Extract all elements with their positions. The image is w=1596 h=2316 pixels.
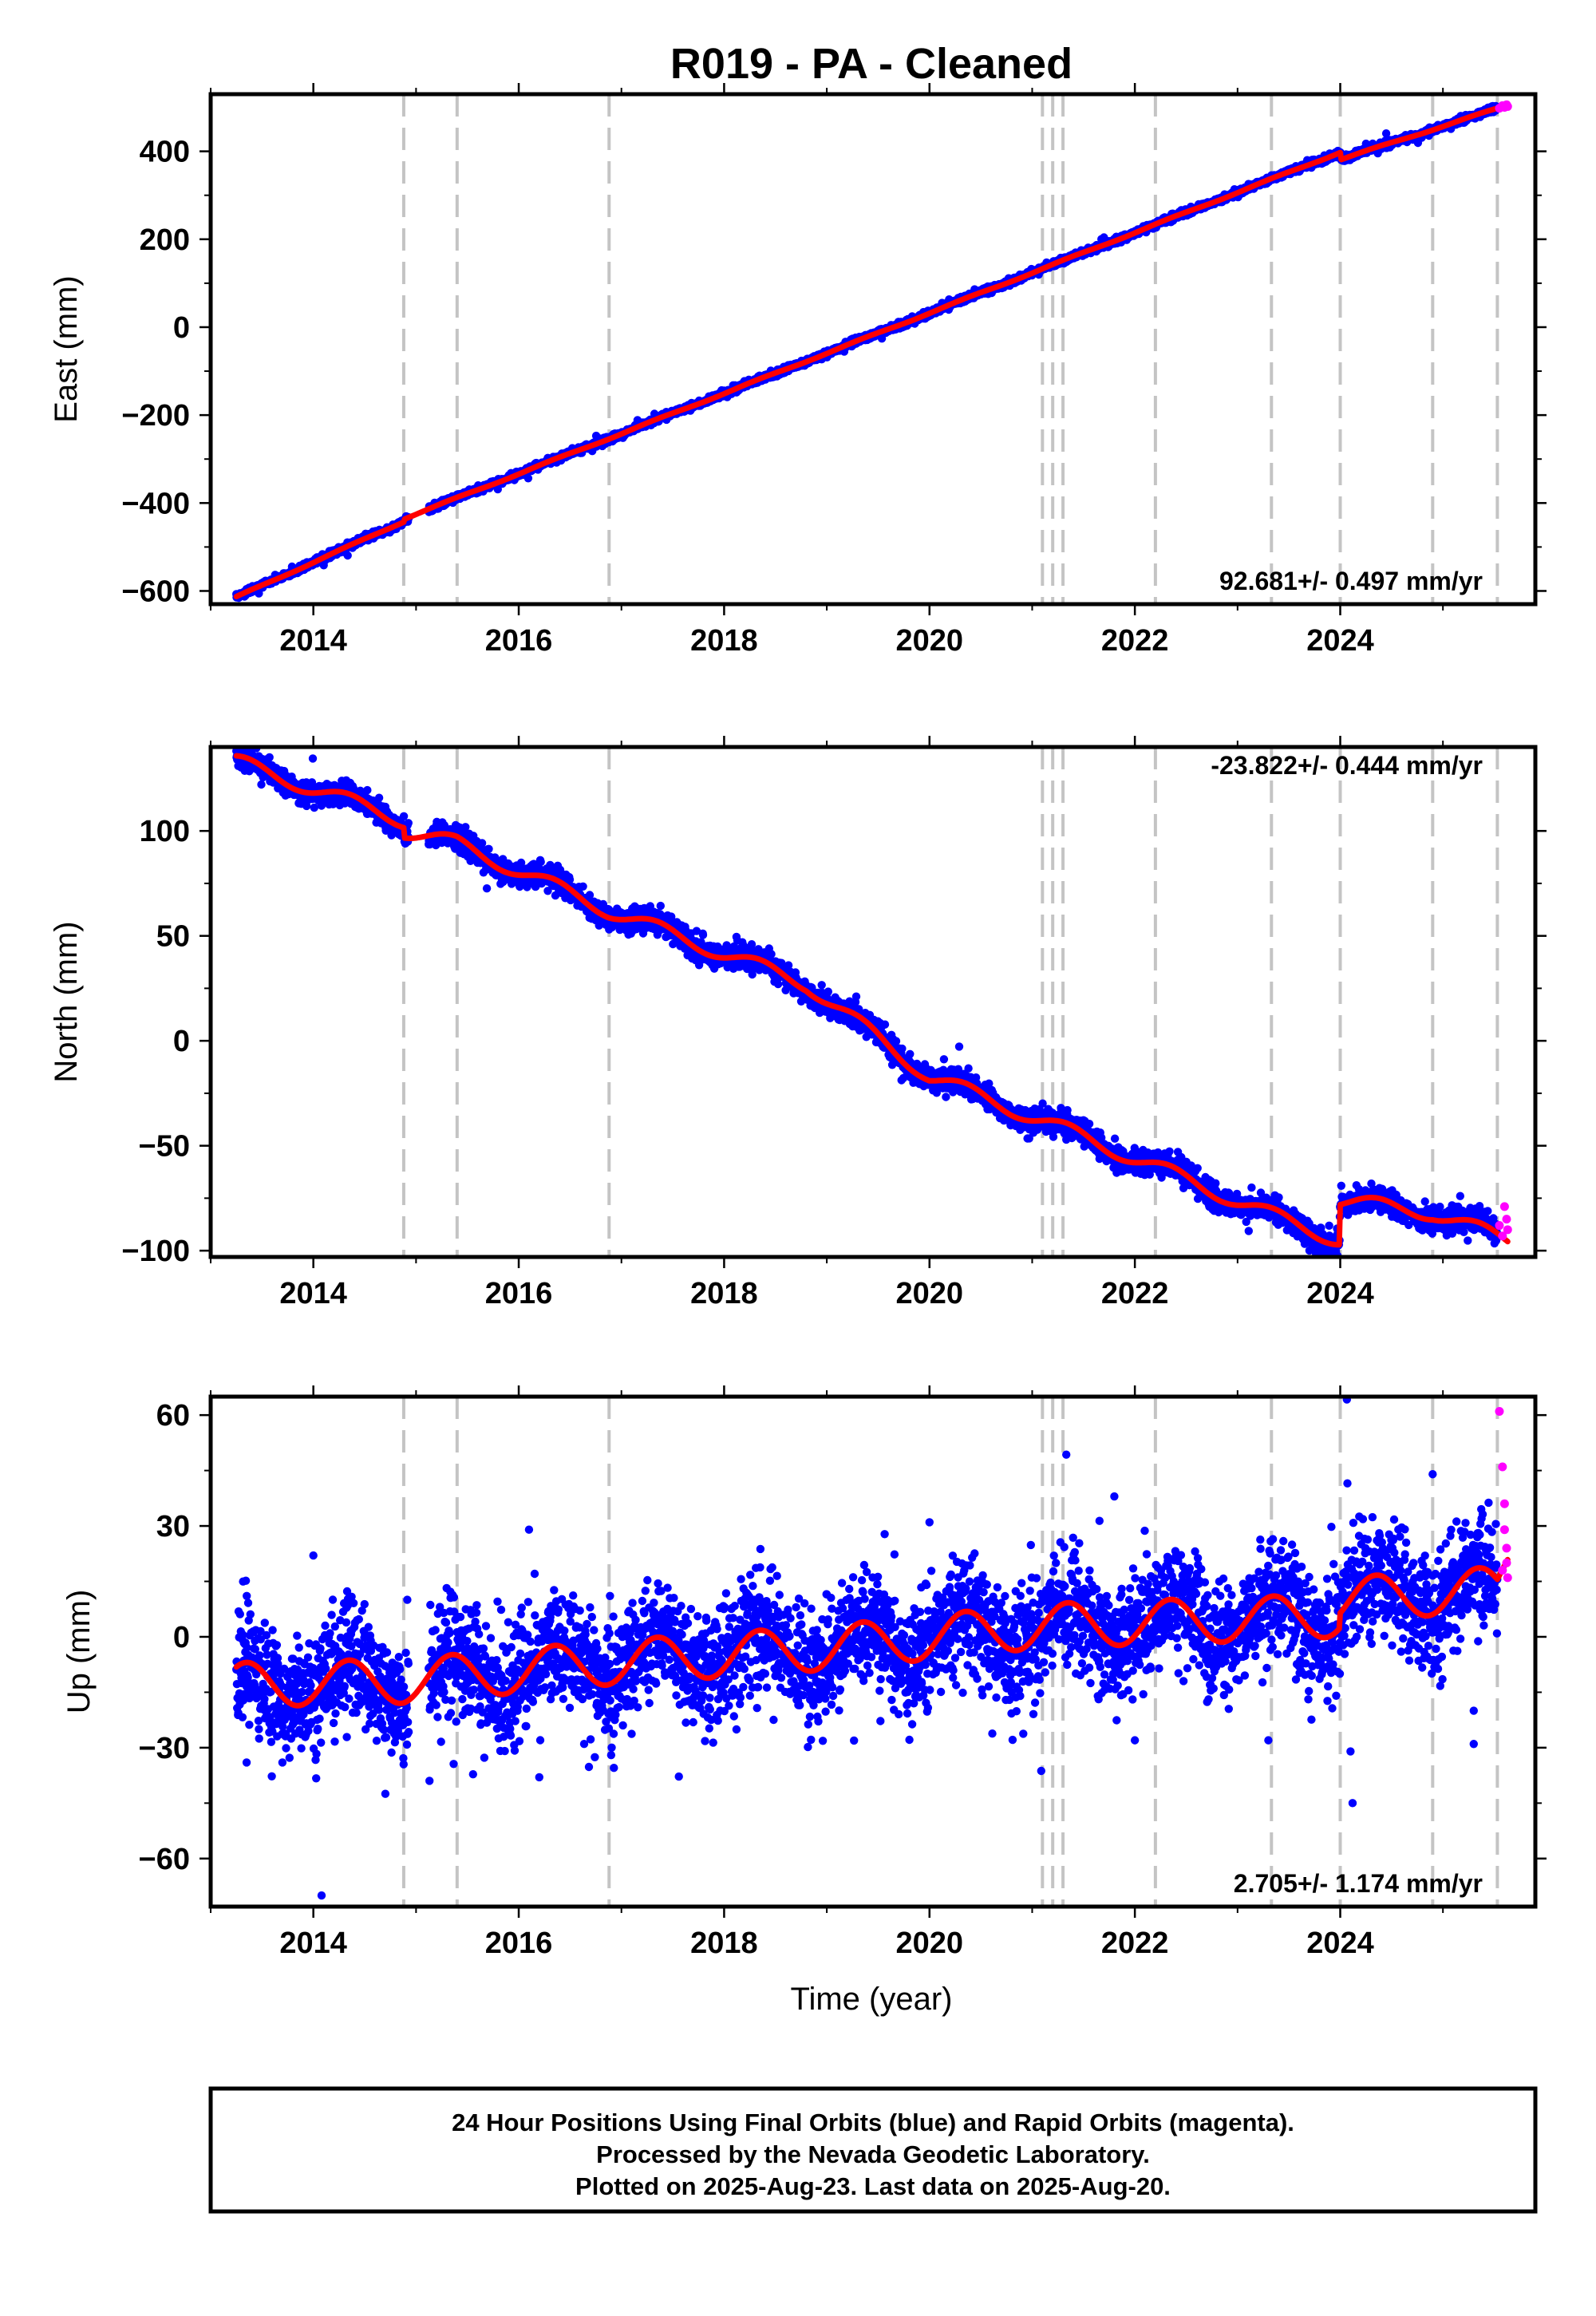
data-point (265, 753, 274, 762)
data-point (523, 474, 533, 483)
y-tick-label: −600 (121, 575, 190, 608)
x-tick-label: 2022 (1101, 624, 1169, 658)
x-tick-label: 2024 (1306, 624, 1374, 658)
data-point (343, 551, 352, 560)
plot-frame (208, 92, 1538, 607)
y-tick-label: 200 (140, 223, 190, 257)
y-tick-label: 0 (173, 311, 190, 345)
north-panel: 2014 2016 2018 2020 2022 2024−100−50050100Nor… (49, 729, 1547, 1310)
x-tick-label: 2014 (279, 624, 347, 658)
data-point (310, 803, 318, 812)
x-tick-label: 2018 (690, 624, 758, 658)
x-tick-label: 2020 (896, 624, 964, 658)
final-orbit-points (232, 101, 1502, 603)
chart-title: R019 - PA - Cleaned (670, 40, 1073, 88)
final-orbit-points (232, 729, 1502, 1257)
data-point (308, 754, 318, 763)
rapid-point (1503, 101, 1512, 111)
y-axis-label: East (mm) (49, 275, 84, 422)
data-point (235, 729, 243, 737)
break-lines (401, 747, 1499, 1257)
break-lines (401, 94, 1499, 604)
y-tick-label: 400 (140, 136, 190, 169)
y-tick-label: −400 (121, 487, 190, 520)
x-tick-label: 2016 (485, 624, 553, 658)
east-panel: 2014 2016 2018 2020 2022 2024 −600 −400 −200 0 200… (49, 83, 1547, 658)
y-tick-label: −200 (121, 399, 190, 433)
model-fit-line (233, 102, 1511, 599)
velocity-label: 92.681+/- 0.497 mm/yr (1219, 567, 1483, 595)
y-axis: −600 −400 −200 0 200 400 (121, 136, 1547, 608)
data-point (363, 785, 372, 795)
data-point (257, 780, 266, 789)
